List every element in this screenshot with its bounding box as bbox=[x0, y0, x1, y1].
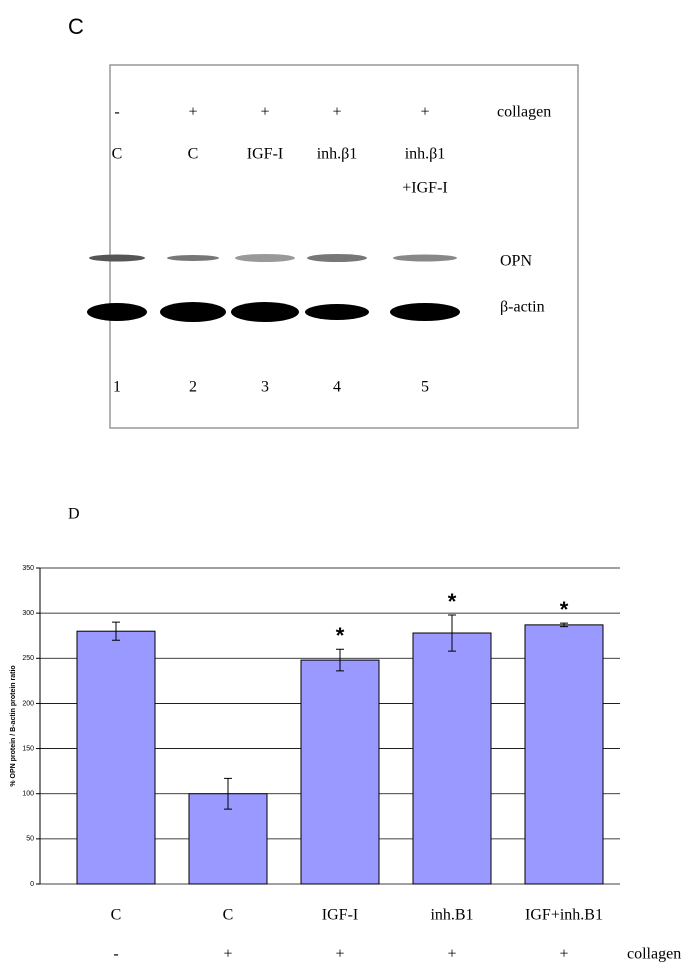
collagen-sign: + bbox=[260, 104, 269, 121]
collagen-sign: + bbox=[188, 104, 197, 121]
band bbox=[87, 303, 147, 321]
x-tick-label: inh.B1 bbox=[430, 907, 473, 924]
condition-sign: + bbox=[447, 946, 456, 963]
figure: C-++++collagenCCIGF-Iinh.β1inh.β1+IGF-IO… bbox=[0, 0, 697, 969]
x-tick-label: C bbox=[223, 907, 234, 924]
y-tick-label: 350 bbox=[22, 565, 34, 572]
treatment: inh.β1 bbox=[317, 146, 358, 163]
band bbox=[89, 255, 145, 262]
treatment: +IGF-I bbox=[402, 180, 447, 197]
y-tick-label: 150 bbox=[22, 745, 34, 752]
band bbox=[231, 302, 299, 322]
bar bbox=[525, 625, 603, 884]
lane-number: 4 bbox=[333, 379, 341, 396]
bar bbox=[301, 660, 379, 884]
band-label: β-actin bbox=[500, 299, 545, 316]
condition-name: collagen bbox=[627, 946, 681, 963]
band bbox=[393, 255, 457, 262]
y-tick-label: 250 bbox=[22, 655, 34, 662]
actin-bands bbox=[87, 302, 460, 322]
bar bbox=[77, 631, 155, 884]
condition-sign: - bbox=[113, 946, 118, 963]
y-tick-label: 300 bbox=[22, 610, 34, 617]
treatment: inh.β1 bbox=[405, 146, 446, 163]
band bbox=[307, 254, 367, 262]
treatment: IGF-I bbox=[247, 146, 283, 163]
condition-sign: + bbox=[335, 946, 344, 963]
treatment: C bbox=[112, 146, 123, 163]
opn-bands bbox=[89, 254, 457, 262]
y-tick-label: 200 bbox=[22, 700, 34, 707]
lane-number: 3 bbox=[261, 379, 269, 396]
collagen-sign: + bbox=[420, 104, 429, 121]
bar bbox=[413, 633, 491, 884]
x-tick-label: IGF-I bbox=[322, 907, 358, 924]
significance: * bbox=[560, 597, 569, 622]
x-tick-label: C bbox=[111, 907, 122, 924]
y-tick-label: 0 bbox=[30, 881, 34, 888]
band bbox=[167, 255, 219, 261]
condition-sign: + bbox=[559, 946, 568, 963]
collagen-sign: + bbox=[332, 104, 341, 121]
page: C-++++collagenCCIGF-Iinh.β1inh.β1+IGF-IO… bbox=[0, 0, 697, 969]
x-tick-label: IGF+inh.B1 bbox=[525, 907, 603, 924]
row-label: collagen bbox=[497, 104, 551, 121]
significance: * bbox=[448, 589, 457, 614]
treatment: C bbox=[188, 146, 199, 163]
lane-number: 1 bbox=[113, 379, 121, 396]
significance: * bbox=[336, 623, 345, 648]
band-label: OPN bbox=[500, 253, 532, 270]
y-tick-label: 50 bbox=[26, 836, 34, 843]
condition-sign: + bbox=[223, 946, 232, 963]
panel-label: C bbox=[68, 14, 84, 39]
band bbox=[160, 302, 226, 322]
lane-number: 2 bbox=[189, 379, 197, 396]
panel-label: D bbox=[68, 506, 80, 523]
y-tick-label: 100 bbox=[22, 791, 34, 798]
y-axis-title: % OPN protein / B-actin protein ratio bbox=[10, 665, 17, 786]
band bbox=[235, 254, 295, 262]
collagen-sign: - bbox=[114, 104, 119, 121]
band bbox=[305, 304, 369, 320]
band bbox=[390, 303, 460, 321]
lane-number: 5 bbox=[421, 379, 429, 396]
